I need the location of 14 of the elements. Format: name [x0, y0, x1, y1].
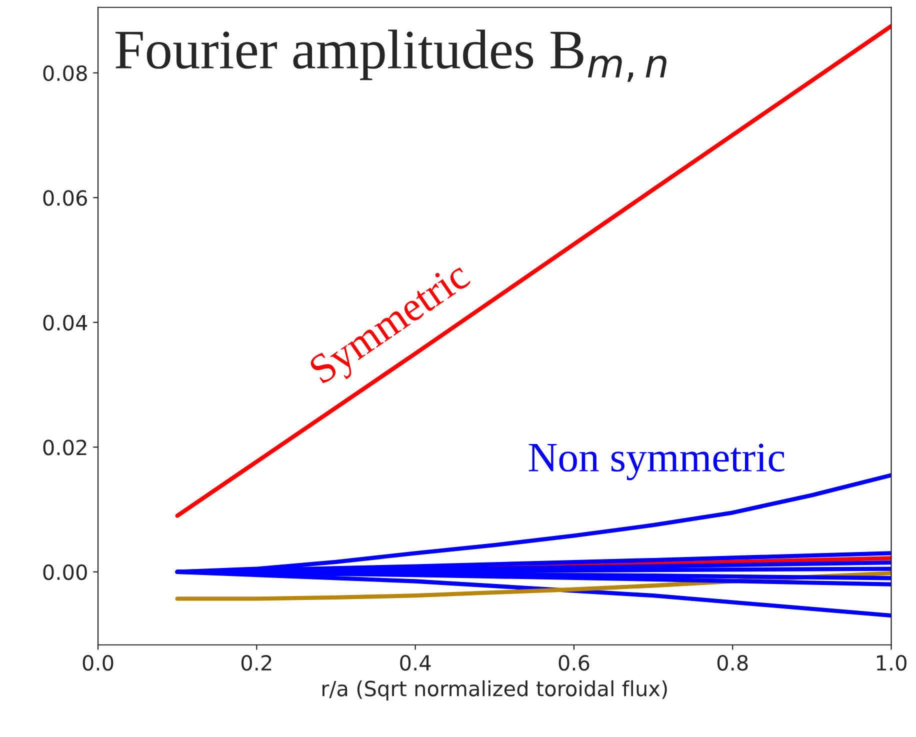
y-tick-label: 0.06 — [43, 190, 87, 206]
x-tick-label: 0.0 — [82, 654, 114, 671]
y-tick-label: 0.00 — [43, 564, 87, 580]
x-tick-label: 0.6 — [558, 654, 590, 671]
y-tick-label: 0.08 — [43, 65, 87, 82]
x-tick-label: 0.2 — [241, 654, 272, 671]
x-tick-label: 1.0 — [876, 654, 906, 671]
series-label: Non symmetric — [528, 444, 784, 480]
y-tick-label: 0.02 — [43, 440, 86, 456]
y-tick-label: 0.04 — [43, 314, 88, 331]
x-tick-label: 0.8 — [717, 654, 748, 671]
x-axis-title: r/a (Sqrt normalized toroidal flux) — [322, 680, 667, 700]
chart-title: Fourier amplitudes B$_{m,n}$ — [115, 30, 666, 82]
x-tick-label: 0.4 — [400, 654, 431, 671]
